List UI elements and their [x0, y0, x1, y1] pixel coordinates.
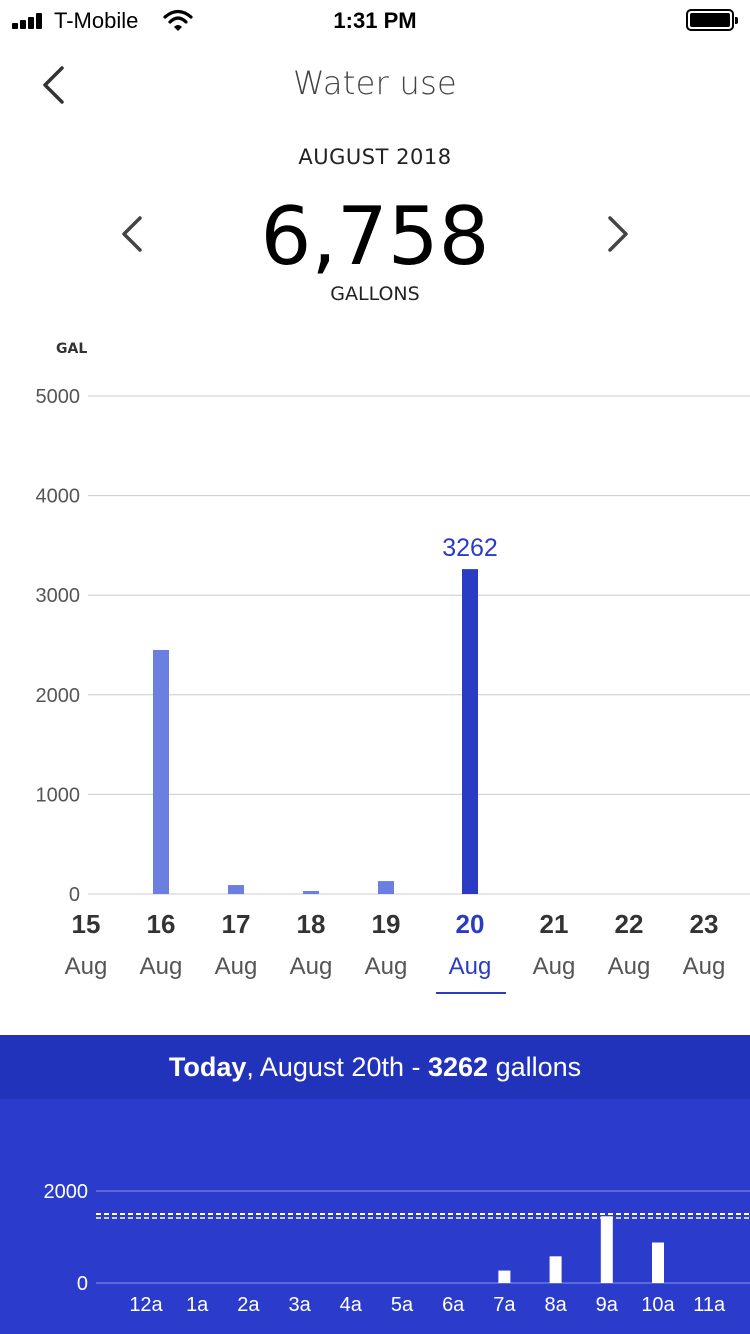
x-tick-day: 15	[72, 909, 101, 939]
x-tick-day: 16	[147, 909, 176, 939]
x-tick-day: 17	[222, 909, 251, 939]
chevron-right-icon	[608, 216, 628, 252]
x-tick-month: Aug	[215, 953, 258, 980]
daily-usage-chart: 5000 4000 3000 2000 1000 0 15 Aug 16 Aug 17 Aug 18 Au…	[36, 386, 750, 980]
bar-day-16	[153, 649, 169, 894]
hourly-y-tick-label: 0	[77, 1273, 88, 1295]
hourly-panel: 2000 0 12a 1a 2a 3a 4a 5a 6a 7a 8a 9a 10a 11a	[0, 1099, 750, 1334]
wifi-icon	[163, 9, 193, 31]
today-unit: gallons	[488, 1052, 582, 1082]
signal-strength-icon	[12, 13, 48, 29]
battery-icon	[686, 9, 738, 31]
bar-day-19	[378, 881, 394, 894]
y-tick-label: 3000	[36, 585, 81, 607]
chevron-left-icon	[122, 216, 142, 252]
hourly-x-tick-label: 6a	[442, 1294, 465, 1316]
x-tick-day: 19	[372, 909, 401, 939]
hourly-y-tick-label: 2000	[44, 1181, 89, 1203]
hourly-bar-10a	[652, 1242, 664, 1283]
today-amount: 3262	[427, 1052, 489, 1082]
x-tick-month: Aug	[65, 953, 108, 980]
selected-bar-value: 3262	[442, 534, 498, 562]
hourly-x-tick-label: 2a	[237, 1294, 260, 1316]
x-tick-month: Aug	[140, 953, 183, 980]
bar-day-20	[462, 569, 478, 894]
hourly-bar-7a	[498, 1270, 511, 1283]
page-title: Water use	[292, 64, 458, 102]
x-tick-month: Aug	[290, 953, 333, 980]
hourly-x-tick-label: 12a	[129, 1294, 163, 1316]
hourly-x-tick-label: 3a	[288, 1294, 311, 1316]
y-tick-label: 4000	[36, 486, 81, 508]
previous-month-button[interactable]	[108, 210, 156, 258]
y-tick-label: 1000	[36, 784, 81, 806]
x-tick-day: 23	[690, 909, 719, 939]
selected-day-indicator	[436, 992, 506, 994]
hourly-x-tick-label: 5a	[391, 1294, 414, 1316]
hourly-x-tick-label: 8a	[544, 1294, 567, 1316]
x-tick-day: 20	[456, 909, 485, 939]
chevron-left-icon	[43, 66, 64, 104]
today-date: , August 20th -	[246, 1052, 428, 1082]
clock: 1:31 PM	[333, 8, 417, 33]
unit-label: GALLONS	[330, 283, 420, 305]
y-axis-unit: GAL	[56, 341, 88, 357]
x-tick-month: Aug	[449, 953, 492, 980]
x-tick-month: Aug	[608, 953, 651, 980]
status-bar: T-Mobile 1:31 PM	[0, 0, 750, 40]
hourly-x-tick-label: 9a	[596, 1294, 619, 1316]
hourly-x-tick-label: 7a	[493, 1294, 516, 1316]
y-tick-label: 5000	[36, 386, 81, 408]
x-tick-day: 18	[297, 909, 326, 939]
x-tick-month: Aug	[683, 953, 726, 980]
hourly-x-tick-label: 4a	[340, 1294, 363, 1316]
today-label: Today	[168, 1052, 247, 1082]
hourly-x-tick-label: 10a	[641, 1294, 675, 1316]
x-tick-day: 21	[540, 909, 569, 939]
hourly-bar-8a	[549, 1256, 562, 1283]
hourly-x-tick-label: 11a	[693, 1294, 726, 1316]
hourly-x-tick-label: 1a	[186, 1294, 209, 1316]
hourly-bar-9a	[600, 1216, 613, 1283]
carrier-name: T-Mobile	[54, 8, 139, 33]
today-summary: Today, August 20th - 3262 gallons	[0, 1035, 750, 1099]
x-tick-month: Aug	[365, 953, 408, 980]
monthly-total: 6,758	[260, 190, 490, 283]
x-tick-month: Aug	[533, 953, 576, 980]
back-button[interactable]	[30, 62, 76, 108]
bar-day-18	[303, 891, 319, 894]
bar-day-17	[228, 885, 244, 894]
y-tick-label: 2000	[36, 685, 81, 707]
hourly-usage-chart: 2000 0 12a 1a 2a 3a 4a 5a 6a 7a 8a 9a 10a 11a	[44, 1181, 750, 1316]
next-month-button[interactable]	[594, 210, 642, 258]
x-tick-day: 22	[615, 909, 644, 939]
y-tick-label: 0	[69, 884, 80, 906]
month-label: AUGUST 2018	[298, 145, 452, 169]
